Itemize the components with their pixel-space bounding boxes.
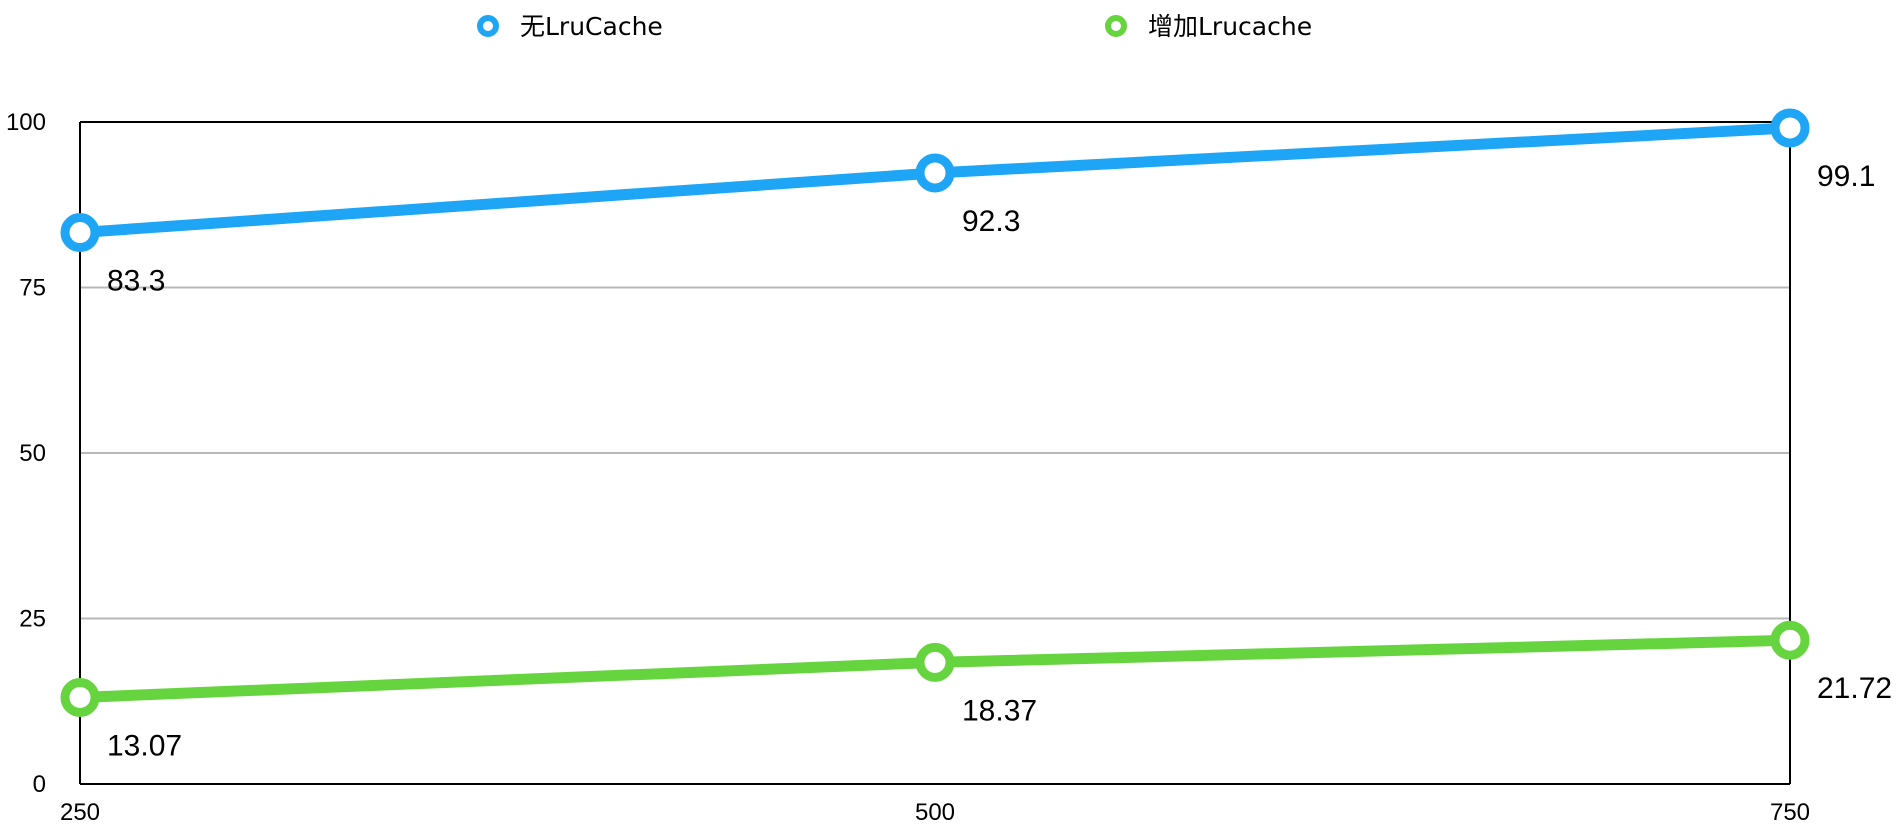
data-point <box>1770 108 1810 148</box>
x-tick-label: 250 <box>60 799 100 826</box>
y-tick-label: 100 <box>6 109 46 136</box>
data-label: 92.3 <box>962 205 1020 238</box>
y-tick-label: 0 <box>33 771 46 798</box>
legend-label: 增加Lrucache <box>1148 12 1312 41</box>
data-point <box>60 677 100 717</box>
legend-marker-icon <box>477 15 499 37</box>
y-tick-label: 25 <box>19 606 46 633</box>
data-label: 99.1 <box>1817 160 1875 193</box>
data-label: 83.3 <box>107 265 165 298</box>
x-tick-label: 750 <box>1770 799 1810 826</box>
data-point <box>1770 620 1810 660</box>
series-lines <box>74 122 1796 703</box>
data-point <box>915 153 955 193</box>
legend-marker-icon <box>1105 15 1127 37</box>
data-label: 13.07 <box>107 729 182 762</box>
data-labels: 83.3 92.3 99.1 13.07 18.37 21.72 <box>107 160 1892 763</box>
data-label: 21.72 <box>1817 672 1892 705</box>
y-tick-label: 75 <box>19 275 46 302</box>
gridlines <box>80 286 1790 620</box>
y-tick-label: 50 <box>19 440 46 467</box>
y-axis: 0 25 50 75 100 <box>6 109 46 798</box>
series-points <box>60 108 1810 717</box>
data-label: 18.37 <box>962 694 1037 727</box>
data-point <box>60 213 100 253</box>
x-axis: 250 500 750 <box>60 799 1810 826</box>
x-tick-label: 500 <box>915 799 955 826</box>
chart-legend: 无LruCache 增加Lrucache <box>477 12 1312 41</box>
legend-label: 无LruCache <box>520 12 663 41</box>
data-point <box>915 642 955 682</box>
